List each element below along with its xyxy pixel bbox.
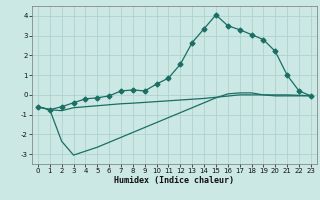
X-axis label: Humidex (Indice chaleur): Humidex (Indice chaleur) [115,176,234,185]
